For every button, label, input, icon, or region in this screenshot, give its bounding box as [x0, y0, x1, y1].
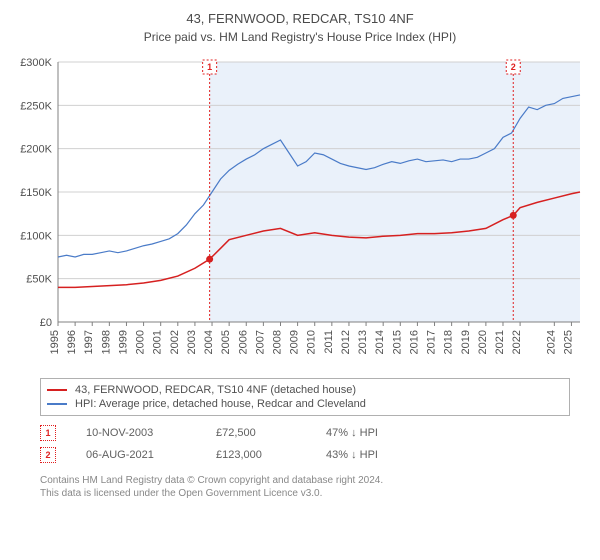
marker-row: 2 06-AUG-2021 £123,000 43% ↓ HPI	[40, 444, 570, 466]
svg-text:2014: 2014	[374, 330, 386, 354]
footer-line: This data is licensed under the Open Gov…	[40, 487, 570, 500]
footer: Contains HM Land Registry data © Crown c…	[40, 474, 570, 500]
svg-text:£200K: £200K	[20, 144, 52, 156]
svg-text:2004: 2004	[203, 330, 215, 354]
footer-line: Contains HM Land Registry data © Crown c…	[40, 474, 570, 487]
line-chart-svg: £0 £50K £100K £150K £200K £250K £300K 1995 1996 1…	[10, 52, 590, 372]
svg-text:£0: £0	[40, 317, 52, 329]
svg-text:2022: 2022	[511, 330, 523, 354]
svg-text:2007: 2007	[254, 330, 266, 354]
chart-container: 43, FERNWOOD, REDCAR, TS10 4NF Price pai…	[0, 0, 600, 560]
page-title: 43, FERNWOOD, REDCAR, TS10 4NF	[0, 0, 600, 28]
chart-area: £0 £50K £100K £150K £200K £250K £300K 1995 1996 1…	[10, 52, 590, 372]
marker-price: £72,500	[216, 427, 296, 439]
svg-text:1998: 1998	[100, 330, 112, 354]
legend: 43, FERNWOOD, REDCAR, TS10 4NF (detached…	[40, 378, 570, 416]
svg-text:2019: 2019	[460, 330, 472, 354]
svg-text:2013: 2013	[357, 330, 369, 354]
svg-text:2017: 2017	[426, 330, 438, 354]
svg-text:2000: 2000	[135, 330, 147, 354]
svg-text:2: 2	[511, 62, 516, 72]
svg-text:£100K: £100K	[20, 231, 52, 243]
legend-swatch	[47, 389, 67, 391]
svg-text:2008: 2008	[271, 330, 283, 354]
svg-text:1995: 1995	[49, 330, 61, 354]
svg-text:2002: 2002	[169, 330, 181, 354]
svg-text:1999: 1999	[117, 330, 129, 354]
marker-price: £123,000	[216, 449, 296, 461]
svg-text:2005: 2005	[220, 330, 232, 354]
svg-text:1996: 1996	[66, 330, 78, 354]
svg-text:2006: 2006	[237, 330, 249, 354]
svg-text:2018: 2018	[443, 330, 455, 354]
marker-badge: 1	[40, 425, 56, 441]
legend-label: HPI: Average price, detached house, Redc…	[75, 398, 366, 410]
svg-text:2001: 2001	[152, 330, 164, 354]
legend-swatch	[47, 403, 67, 405]
marker-date: 06-AUG-2021	[86, 449, 186, 461]
svg-text:2020: 2020	[477, 330, 489, 354]
svg-text:£150K: £150K	[20, 187, 52, 199]
legend-item: HPI: Average price, detached house, Redc…	[47, 397, 563, 411]
page-subtitle: Price paid vs. HM Land Registry's House …	[0, 30, 600, 44]
svg-text:2025: 2025	[562, 330, 574, 354]
svg-text:2010: 2010	[306, 330, 318, 354]
svg-text:2021: 2021	[494, 330, 506, 354]
svg-text:2016: 2016	[408, 330, 420, 354]
svg-text:£250K: £250K	[20, 101, 52, 113]
svg-text:2009: 2009	[289, 330, 301, 354]
svg-text:1: 1	[207, 62, 212, 72]
svg-text:2011: 2011	[323, 330, 335, 354]
svg-text:1997: 1997	[83, 330, 95, 354]
marker-pct: 43% ↓ HPI	[326, 449, 436, 461]
marker-pct: 47% ↓ HPI	[326, 427, 436, 439]
svg-text:2015: 2015	[391, 330, 403, 354]
marker-row: 1 10-NOV-2003 £72,500 47% ↓ HPI	[40, 422, 570, 444]
svg-text:£50K: £50K	[26, 274, 52, 286]
marker-table: 1 10-NOV-2003 £72,500 47% ↓ HPI 2 06-AUG…	[40, 422, 570, 466]
svg-text:2003: 2003	[186, 330, 198, 354]
marker-badge: 2	[40, 447, 56, 463]
svg-text:£300K: £300K	[20, 57, 52, 69]
svg-text:2012: 2012	[340, 330, 352, 354]
svg-text:2024: 2024	[545, 330, 557, 354]
legend-item: 43, FERNWOOD, REDCAR, TS10 4NF (detached…	[47, 383, 563, 397]
legend-label: 43, FERNWOOD, REDCAR, TS10 4NF (detached…	[75, 384, 356, 396]
marker-date: 10-NOV-2003	[86, 427, 186, 439]
